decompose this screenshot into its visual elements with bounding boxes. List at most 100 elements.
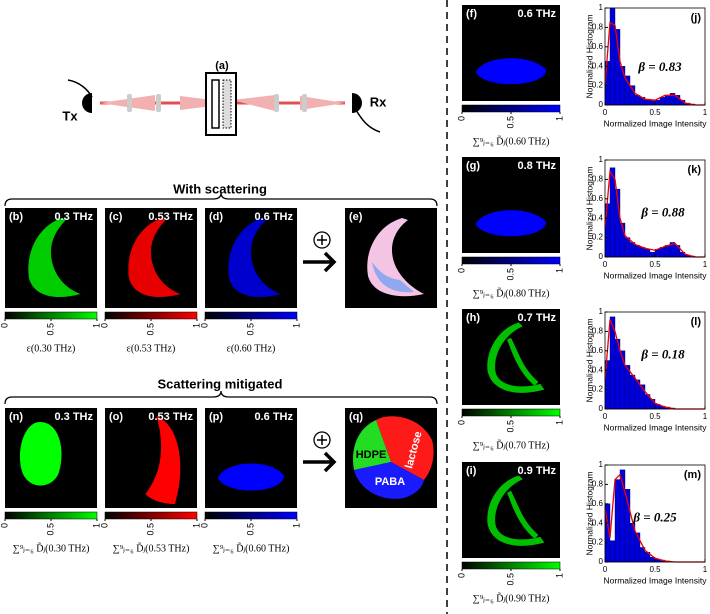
y-tick-label: 0.4 [592,213,604,222]
bar [624,75,631,106]
caption: ε(0.30 THz) [27,343,76,354]
plus-icon [317,435,327,445]
image-panel: (p) 0.6 THz 0 0.5 1 ∑⁹ⱼ₌₆ D̃ⱼ(0.60 THz) [199,408,301,554]
beam-cone [100,95,345,111]
colorbar-tick-label: 1 [554,268,564,273]
colorbar-tick-label: 0.5 [505,116,515,129]
y-tick-label: 1 [599,460,604,469]
y-tick-label: 0.2 [592,233,604,242]
image-panel: (g) 0.8 THz 0 0.5 1 ∑⁹ⱼ₌₆ D̃ⱼ(0.80 THz) [456,157,564,299]
colorbar-tick-label: 0.5 [145,523,155,536]
x-axis-label: Normalized Image Intensity [604,422,708,432]
x-tick-label: 1 [703,412,708,421]
panel-label: (p) [209,411,223,423]
lens [302,94,307,112]
colorbar-tick-label: 1 [91,523,101,528]
x-tick-label: 0 [603,260,608,269]
y-axis-label: Normalized Histogram [584,14,594,98]
colorbar-tick-label: 0 [456,573,466,578]
colorbar-tick-label: 0 [199,523,209,528]
bar [634,245,641,258]
image-shape [475,210,547,237]
arrow [303,251,337,273]
x-tick-label: 0 [603,412,608,421]
y-tick-label: 0.6 [592,194,604,203]
region-lactose [376,416,434,480]
rx-cable [355,109,381,133]
fit-curve [604,21,705,106]
region-label: PABA [375,476,405,488]
panel-label: (f) [466,8,477,20]
colorbar-tick-label: 1 [191,323,201,328]
lens [156,94,161,112]
y-tick-label: 0.8 [592,175,604,184]
image-panel: (f) 0.6 THz 0 0.5 1 ∑⁹ⱼ₌₆ D̃ⱼ(0.60 THz) [456,5,564,147]
section-title: With scattering [173,181,267,196]
panel-label: (e) [349,211,363,223]
panel-label: (b) [9,211,23,223]
y-tick-label: 0.8 [592,327,604,336]
colorbar [104,311,198,320]
panel-label: (a) [215,60,229,72]
y-axis-label: Normalized Histogram [584,166,594,250]
y-tick-label: 0.8 [592,23,604,32]
bar [644,99,651,106]
bar [619,65,626,106]
image-panel: (i) 0.9 THz 0 0.5 1 ∑⁹ⱼ₌₆ D̃ⱼ(0.90 THz) [456,462,564,604]
panel-label: (l) [691,316,702,328]
y-axis-label: Normalized Histogram [584,471,594,555]
bar [624,365,631,410]
colorbar-tick-label: 0.5 [45,523,55,536]
colorbar [461,104,561,113]
panel-label: (h) [466,312,480,324]
bar [644,249,651,258]
x-tick-label: 0.5 [649,260,661,269]
bar [614,479,621,563]
bar [629,374,636,410]
x-tick-label: 1 [703,565,708,574]
bar [664,245,671,258]
x-tick-label: 0 [603,565,608,574]
x-axis-label: Normalized Image Intensity [604,575,708,585]
x-tick-label: 0.5 [649,108,661,117]
colorbar-tick-label: 1 [554,573,564,578]
y-axis-label: Normalized Histogram [584,318,594,402]
image-shape [128,218,181,298]
bar [664,95,671,106]
bar [629,242,636,258]
bar [649,251,656,258]
y-tick-label: 0.2 [592,538,604,547]
colorbar [461,561,561,570]
frequency-label: 0.6 THz [517,8,556,20]
y-tick-label: 0.6 [592,346,604,355]
bar [654,99,661,106]
image-shape [28,218,81,298]
y-tick-label: 0.6 [592,42,604,51]
x-tick-label: 1 [703,260,708,269]
colorbar-tick-label: 0.5 [505,420,515,433]
colorbar [4,311,98,320]
tx-label: Tx [62,108,78,123]
colorbar [104,511,198,520]
colorbar-tick-label: 1 [291,523,301,528]
colorbar-tick-label: 0 [99,323,109,328]
image-shape [217,463,285,491]
colorbar-tick-label: 0 [0,523,9,528]
beta-annotation: β = 0.88 [640,204,685,219]
colorbar-tick-label: 1 [91,323,101,328]
y-tick-label: 1 [599,3,604,12]
y-tick-label: 0.4 [592,365,604,374]
colorbar-tick-label: 0 [0,323,9,328]
combined-image: (q) HDPE lactose PABA [345,408,437,508]
region-hdpe [352,420,391,470]
frequency-label: 0.53 THz [148,411,193,423]
colorbar-tick-label: 1 [291,323,301,328]
panel-label: (i) [466,465,477,477]
y-tick-label: 1 [599,155,604,164]
colorbar-tick-label: 0.5 [505,268,515,281]
x-tick-label: 1 [703,108,708,117]
bar [634,95,641,106]
